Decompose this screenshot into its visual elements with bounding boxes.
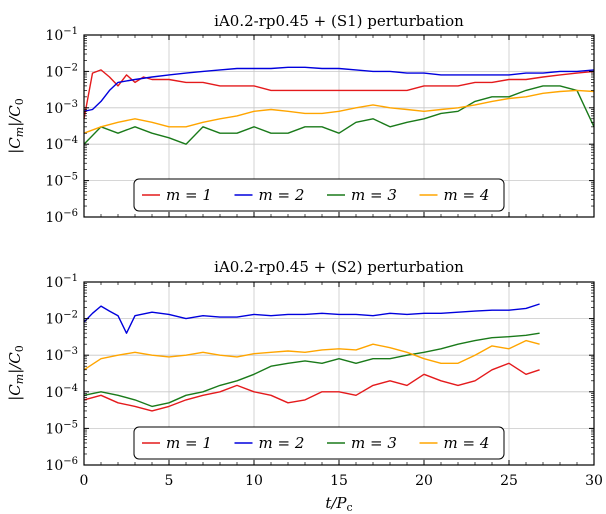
y-tick-label: 10−1	[45, 26, 78, 44]
legend-box	[133, 426, 505, 460]
legend: m = 1 m = 2 m = 3 m = 4	[133, 178, 505, 212]
x-tick-label: 10	[245, 473, 263, 489]
legend-label: m = 4	[444, 434, 490, 452]
series-line-m2	[83, 303, 540, 334]
series-line-m3	[83, 332, 540, 408]
series-line-m3	[83, 85, 595, 145]
y-tick-label: 10−3	[45, 99, 78, 117]
series-group	[83, 303, 540, 412]
legend-label: m = 2	[259, 434, 305, 452]
y-tick-label: 10−6	[45, 456, 78, 474]
series-group	[83, 66, 595, 145]
x-tick-label: 30	[585, 473, 603, 489]
legend-box	[133, 178, 505, 212]
series-line-m2	[83, 66, 595, 112]
y-tick-label: 10−6	[45, 208, 78, 226]
legend: m = 1 m = 2 m = 3 m = 4	[133, 426, 505, 460]
x-tick-label: 15	[330, 473, 348, 489]
legend-label: m = 1	[166, 186, 212, 204]
legend-label: m = 3	[351, 434, 397, 452]
panel-bottom: iA0.2-rp0.45 + (S2) perturbation 0 5 10 15 2…	[6, 258, 603, 489]
x-tick-label: 20	[415, 473, 433, 489]
x-tick-label: 0	[80, 473, 89, 489]
panel-title: iA0.2-rp0.45 + (S2) perturbation	[214, 258, 464, 276]
y-tick-label: 10−1	[45, 273, 78, 291]
panel-top: iA0.2-rp0.45 + (S1) perturbation 10−610−…	[6, 12, 595, 226]
y-tick-label: 10−4	[45, 383, 78, 401]
x-axis-label: t/Pc	[325, 494, 352, 514]
y-axis-label: |Cm|/C0	[6, 345, 26, 401]
y-tick-label: 10−4	[45, 135, 78, 153]
series-line-m4	[83, 339, 540, 371]
y-ticks: 10−6 10−5 10−4 10−3 10−2 10−1	[45, 26, 594, 226]
x-tick-label: 25	[500, 473, 518, 489]
y-tick-label: 10−5	[45, 419, 78, 437]
x-ticks	[83, 35, 595, 217]
series-line-m1	[83, 362, 540, 412]
y-tick-label: 10−2	[45, 310, 78, 328]
legend-label: m = 2	[259, 186, 305, 204]
legend-label: m = 1	[166, 434, 212, 452]
y-tick-label: 10−5	[45, 172, 78, 190]
x-ticks: 0 5 10 15 20 25 30	[80, 282, 603, 489]
series-line-m4	[83, 89, 595, 134]
legend-label: m = 4	[444, 186, 490, 204]
x-tick-label: 5	[165, 473, 174, 489]
y-tick-label: 10−2	[45, 62, 78, 80]
y-axis-label: |Cm|/C0	[6, 98, 26, 154]
panel-title: iA0.2-rp0.45 + (S1) perturbation	[214, 12, 464, 30]
y-ticks: 10−6 10−5 10−4 10−3 10−2 10−1	[45, 273, 594, 474]
legend-label: m = 3	[351, 186, 397, 204]
y-tick-label: 10−3	[45, 346, 78, 364]
